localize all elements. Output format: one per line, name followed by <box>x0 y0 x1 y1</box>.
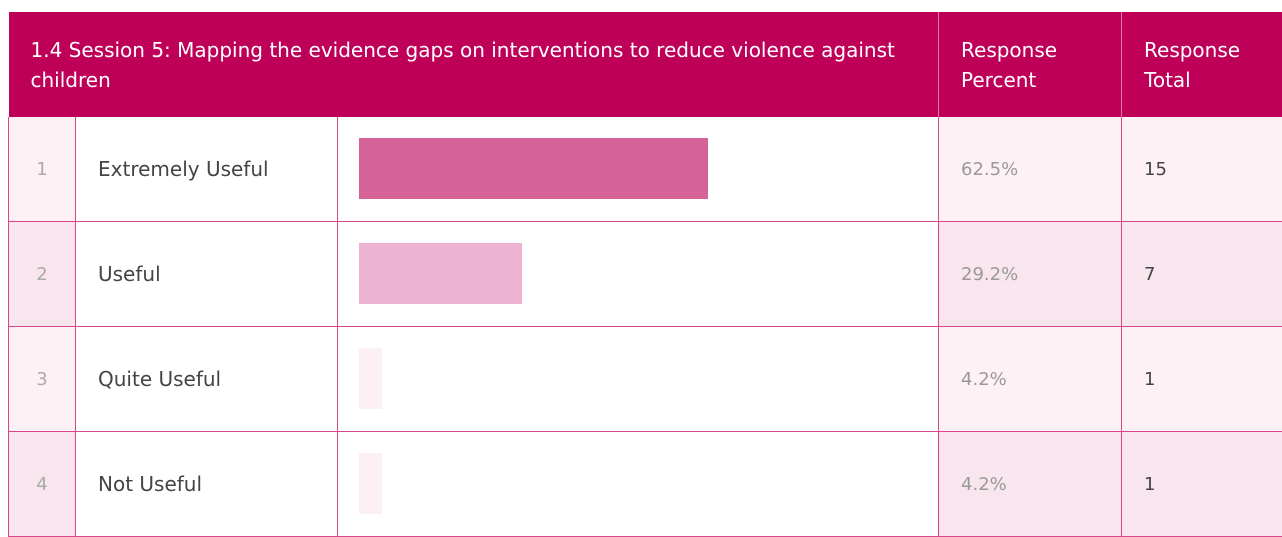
bar <box>359 453 382 514</box>
row-percent: 4.2% <box>939 327 1122 432</box>
row-percent: 62.5% <box>939 117 1122 222</box>
bar-cell <box>338 327 939 432</box>
row-label: Extremely Useful <box>76 117 338 222</box>
row-percent: 29.2% <box>939 222 1122 327</box>
header-row: 1.4 Session 5: Mapping the evidence gaps… <box>9 12 1282 117</box>
row-percent: 4.2% <box>939 432 1122 537</box>
row-label: Useful <box>76 222 338 327</box>
header-total: Response Total <box>1122 12 1282 117</box>
row-label: Not Useful <box>76 432 338 537</box>
header-title: 1.4 Session 5: Mapping the evidence gaps… <box>9 12 939 117</box>
bar <box>359 243 522 304</box>
row-total: 1 <box>1122 432 1282 537</box>
bar-cell <box>338 117 939 222</box>
row-label: Quite Useful <box>76 327 338 432</box>
bar-cell <box>338 432 939 537</box>
bar-cell <box>338 222 939 327</box>
row-total: 7 <box>1122 222 1282 327</box>
row-number: 3 <box>9 327 76 432</box>
survey-table: 1.4 Session 5: Mapping the evidence gaps… <box>8 12 1282 537</box>
row-number: 4 <box>9 432 76 537</box>
row-number: 2 <box>9 222 76 327</box>
table: 1.4 Session 5: Mapping the evidence gaps… <box>8 12 1282 537</box>
bar <box>359 348 382 409</box>
bar <box>359 138 708 199</box>
header-percent: Response Percent <box>939 12 1122 117</box>
row-total: 1 <box>1122 327 1282 432</box>
row-total: 15 <box>1122 117 1282 222</box>
row-number: 1 <box>9 117 76 222</box>
